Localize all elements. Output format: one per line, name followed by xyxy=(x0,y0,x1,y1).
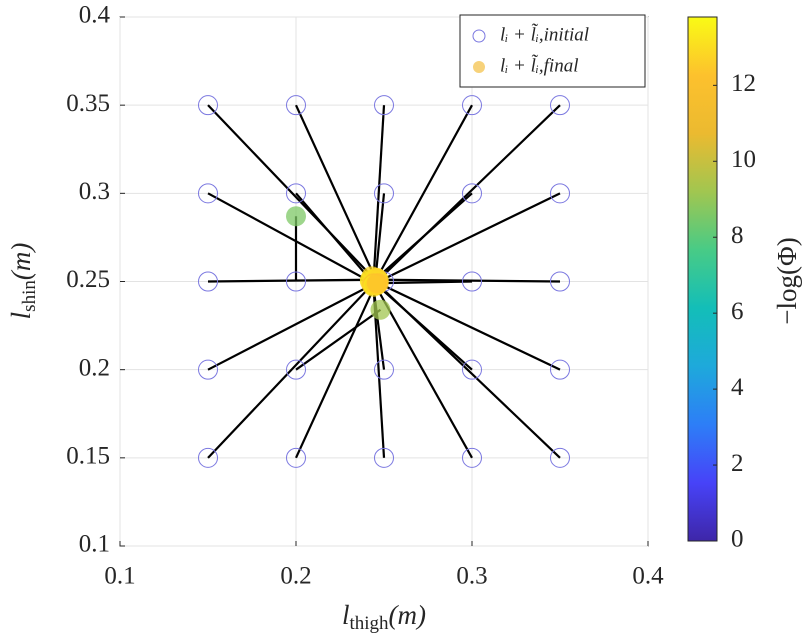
initial-point xyxy=(550,359,570,380)
y-axis-label: lshin(m) xyxy=(6,243,40,320)
x-label-tail: (m) xyxy=(389,600,426,630)
connection xyxy=(295,104,377,279)
colorbar-tick-label: 6 xyxy=(731,298,744,325)
initial-point xyxy=(550,183,570,204)
initial-point xyxy=(462,359,482,380)
initial-point xyxy=(550,447,570,468)
initial-point xyxy=(198,183,218,204)
initial-point xyxy=(550,271,570,292)
connection xyxy=(374,193,386,282)
connection xyxy=(378,192,561,283)
connection xyxy=(207,192,371,283)
y-tick-label: 0.1 xyxy=(79,531,110,558)
legend-label: lᵢ + l̃ᵢ,final xyxy=(500,55,578,77)
legend-marker xyxy=(472,29,486,43)
final-point xyxy=(366,273,387,294)
y-label-tail: (m) xyxy=(6,243,36,280)
connection xyxy=(375,280,473,285)
final-point xyxy=(286,206,306,227)
x-tick-label: 0.4 xyxy=(632,563,664,590)
y-tick-label: 0.4 xyxy=(79,2,111,29)
initial-point xyxy=(374,183,394,204)
initial-point xyxy=(550,95,570,116)
initial-point xyxy=(374,447,394,468)
x-label-main: l xyxy=(342,600,350,630)
initial-point xyxy=(462,447,482,468)
initial-point xyxy=(198,359,218,380)
initial-point xyxy=(374,359,394,380)
y-tick-label: 0.35 xyxy=(66,90,110,117)
connection xyxy=(207,104,373,277)
initial-point xyxy=(198,447,218,468)
y-tick-label: 0.3 xyxy=(79,178,110,205)
connection xyxy=(207,282,375,459)
colorbar-tick-label: 4 xyxy=(731,374,744,401)
y-label-sub: shin xyxy=(19,280,40,312)
y-label-main: l xyxy=(6,312,36,320)
initial-point xyxy=(286,183,306,204)
colorbar-tick-label: 0 xyxy=(731,526,744,553)
connection xyxy=(375,104,473,279)
initial-point xyxy=(198,95,218,116)
connection xyxy=(374,284,473,459)
initial-point xyxy=(198,271,218,292)
connection xyxy=(295,284,377,459)
initial-point xyxy=(462,271,482,292)
colorbar-label: −log(Φ) xyxy=(772,237,802,324)
y-tick-label: 0.2 xyxy=(79,354,110,381)
initial-point xyxy=(286,359,306,380)
final-point xyxy=(370,299,391,320)
y-tick-label: 0.25 xyxy=(66,266,110,293)
x-label-sub: thigh xyxy=(349,613,389,634)
connection xyxy=(295,192,375,284)
initial-point xyxy=(286,95,306,116)
colorbar-tick-label: 2 xyxy=(731,450,744,477)
connection xyxy=(207,284,373,371)
x-tick-label: 0.1 xyxy=(104,563,135,590)
y-tick-label: 0.15 xyxy=(66,443,110,470)
initial-point xyxy=(374,95,394,116)
connection xyxy=(376,192,473,279)
connection xyxy=(376,282,561,459)
initial-point xyxy=(462,95,482,116)
legend-box xyxy=(459,14,646,88)
connection xyxy=(372,105,386,282)
connection xyxy=(378,282,561,371)
legend-marker xyxy=(473,61,485,73)
colorbar-tick-label: 8 xyxy=(731,222,744,249)
connection xyxy=(207,278,370,283)
colorbar-tick-label: 10 xyxy=(731,146,756,173)
initial-point xyxy=(462,183,482,204)
x-tick-label: 0.3 xyxy=(456,563,487,590)
colorbar xyxy=(687,16,718,542)
x-tick-label: 0.2 xyxy=(280,563,311,590)
initial-point xyxy=(286,271,306,292)
legend-label: lᵢ + l̃ᵢ,initial xyxy=(500,24,589,46)
initial-point xyxy=(286,447,306,468)
connection xyxy=(295,308,382,371)
colorbar-tick-label: 12 xyxy=(731,70,756,97)
x-axis-label: lthigh(m) xyxy=(342,600,426,634)
connection xyxy=(376,278,561,283)
